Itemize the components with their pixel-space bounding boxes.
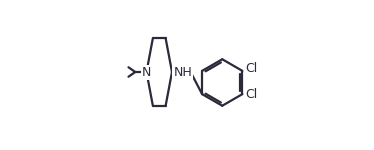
Text: Cl: Cl — [246, 88, 258, 101]
Text: N: N — [142, 66, 151, 78]
Text: Cl: Cl — [246, 62, 258, 75]
Text: NH: NH — [174, 66, 192, 78]
